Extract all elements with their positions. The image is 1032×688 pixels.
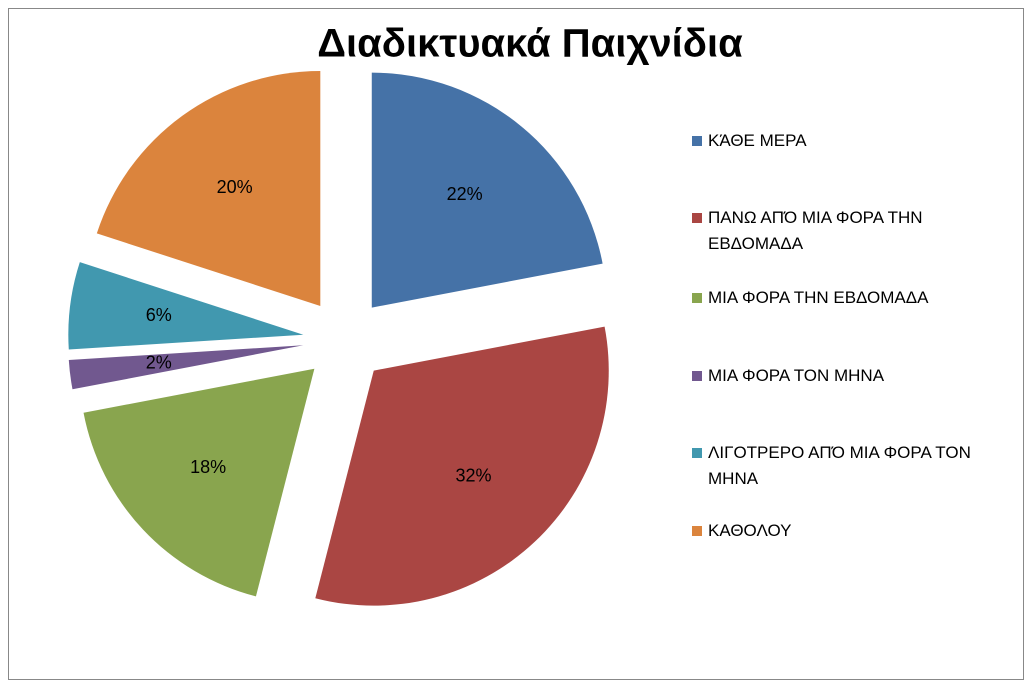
legend-item: ΠΑΝΩ ΑΠΌ ΜΙΑ ΦΟΡΑ ΤΗΝ ΕΒΔΟΜΑΔΑ	[692, 205, 1012, 257]
legend-label: ΠΑΝΩ ΑΠΌ ΜΙΑ ΦΟΡΑ ΤΗΝ ΕΒΔΟΜΑΔΑ	[708, 208, 923, 253]
chart-title: Διαδικτυακά Παιχνίδια	[317, 22, 743, 66]
pie-slice	[83, 368, 315, 597]
legend-label: ΜΙΑ ΦΟΡΑ ΤΗΝ ΕΒΔΟΜΑΔΑ	[708, 288, 929, 307]
legend-item: ΜΙΑ ΦΟΡΑ ΤΟΝ ΜΗΝΑ	[692, 363, 1012, 389]
legend-swatch	[692, 371, 702, 381]
pie-slice	[68, 345, 304, 390]
legend-item: ΚΑΘΟΛΟΥ	[692, 518, 1012, 544]
legend-item: ΚΆΘΕ ΜΕΡΑ	[692, 128, 1012, 154]
pie-slice	[371, 72, 603, 308]
legend-swatch	[692, 448, 702, 458]
legend-label: ΚΆΘΕ ΜΕΡΑ	[708, 131, 807, 150]
legend-label: ΜΙΑ ΦΟΡΑ ΤΟΝ ΜΗΝΑ	[708, 366, 885, 385]
pie-slice	[96, 71, 321, 307]
legend-label: ΚΑΘΟΛΟΥ	[708, 521, 792, 540]
legend-label: ΛΙΓΟΤΡΕΡΟ ΑΠΌ ΜΙΑ ΦΟΡΑ ΤΟΝ ΜΗΝΑ	[708, 443, 971, 488]
data-label: 18%	[190, 457, 226, 477]
legend-swatch	[692, 293, 702, 303]
legend-swatch	[692, 136, 702, 146]
data-label: 32%	[455, 466, 491, 486]
legend-item: ΜΙΑ ΦΟΡΑ ΤΗΝ ΕΒΔΟΜΑΔΑ	[692, 285, 1012, 311]
data-label: 22%	[447, 184, 483, 204]
data-label: 20%	[217, 177, 253, 197]
legend-swatch	[692, 526, 702, 536]
pie-slice	[315, 326, 609, 606]
data-label: 2%	[146, 352, 172, 372]
legend-swatch	[692, 213, 702, 223]
pie-slice	[68, 262, 304, 350]
legend-item: ΛΙΓΟΤΡΕΡΟ ΑΠΌ ΜΙΑ ΦΟΡΑ ΤΟΝ ΜΗΝΑ	[692, 440, 1012, 492]
data-label: 6%	[146, 305, 172, 325]
